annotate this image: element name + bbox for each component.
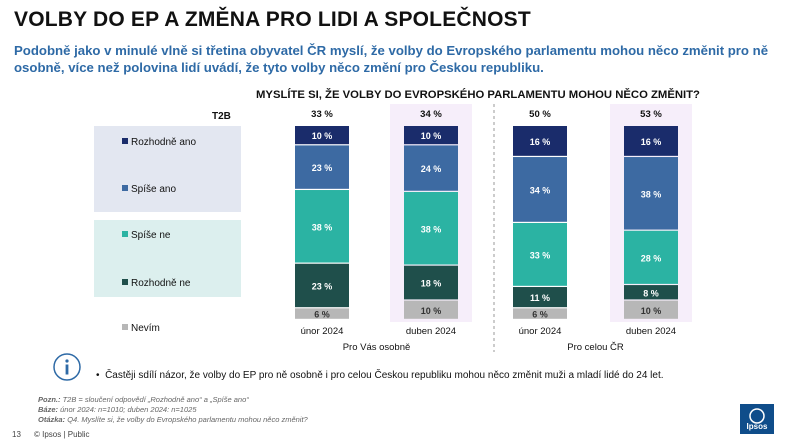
bar-segment	[624, 126, 678, 156]
bar-segment	[404, 265, 458, 300]
logo-mark-icon	[749, 408, 765, 424]
category-label: duben 2024	[406, 326, 456, 337]
note-baze: Báze: únor 2024: n=1010; duben 2024: n=1…	[38, 405, 197, 414]
bar-segment	[513, 126, 567, 156]
t2b-value: 34 %	[420, 109, 442, 120]
bar-segment	[404, 126, 458, 145]
t2b-value: 50 %	[529, 109, 551, 120]
bar-segment	[404, 300, 458, 319]
legend-swatch	[122, 185, 128, 191]
t2b-label: T2B	[212, 111, 231, 122]
category-label: únor 2024	[519, 326, 562, 337]
bullet-note: • Častěji sdílí názor, že volby do EP pr…	[96, 370, 664, 381]
group-label: Pro celou ČR	[567, 342, 624, 353]
footer-text: © Ipsos | Public	[34, 430, 90, 439]
data-label: 33 %	[530, 251, 551, 261]
subtitle: Podobně jako v minulé vlně si třetina ob…	[14, 43, 769, 75]
chart-question: MYSLÍTE SI, ŽE VOLBY DO EVROPSKÉHO PARLA…	[256, 89, 700, 101]
legend-label: Spíše ne	[131, 230, 171, 241]
t2b-value: 53 %	[640, 109, 662, 120]
data-label: 6 %	[532, 310, 548, 320]
bar-segment	[513, 157, 567, 222]
bar-segment	[295, 308, 349, 319]
bar-segment	[624, 157, 678, 230]
data-label: 38 %	[312, 222, 333, 232]
bar-segment	[295, 263, 349, 308]
category-label: únor 2024	[301, 326, 344, 337]
page-title: VOLBY DO EP A ZMĚNA PRO LIDI A SPOLEČNOS…	[14, 8, 531, 31]
bar-segment	[624, 300, 678, 319]
data-label: 6 %	[314, 310, 330, 320]
info-icon	[53, 353, 81, 381]
data-label: 24 %	[421, 164, 442, 174]
bar-segment	[404, 191, 458, 265]
logo-text: Ipsos	[746, 422, 768, 431]
legend-item-rozhodne-ne: Rozhodně ne	[122, 278, 191, 289]
bullet-text: Častěji sdílí názor, že volby do EP pro …	[105, 370, 664, 381]
data-label: 10 %	[641, 306, 662, 316]
data-label: 38 %	[421, 224, 442, 234]
data-label: 16 %	[641, 137, 662, 147]
data-label: 34 %	[530, 186, 551, 196]
legend-swatch	[122, 231, 128, 237]
legend-label: Nevím	[131, 323, 160, 334]
data-label: 23 %	[312, 163, 333, 173]
bar-segment	[513, 223, 567, 286]
legend-label: Rozhodně ano	[131, 137, 197, 148]
category-label: duben 2024	[626, 326, 676, 337]
page-number: 13	[12, 430, 21, 439]
bar-segment	[295, 126, 349, 145]
data-label: 10 %	[421, 131, 442, 141]
bar-segment	[624, 285, 678, 300]
legend-box-positive	[94, 126, 241, 212]
bar-segment	[513, 287, 567, 308]
legend-item-spise-ne: Spíše ne	[122, 230, 170, 241]
legend-label: Spíše ano	[131, 184, 177, 195]
data-label: 11 %	[530, 293, 550, 303]
bar-segment	[295, 145, 349, 189]
legend-swatch	[122, 138, 128, 144]
data-label: 23 %	[312, 282, 333, 292]
legend-box-negative	[94, 220, 241, 297]
bar-segment	[624, 230, 678, 284]
group-label: Pro Vás osobně	[343, 342, 411, 353]
data-label: 28 %	[641, 253, 662, 263]
legend-swatch	[122, 279, 128, 285]
legend-item-rozhodne-ano: Rozhodně ano	[122, 137, 196, 148]
bar-segment	[513, 308, 567, 319]
bar-segment	[404, 145, 458, 191]
data-label: 10 %	[421, 306, 442, 316]
legend-item-nevim: Nevím	[122, 323, 160, 334]
data-label: 38 %	[641, 189, 662, 199]
data-label: 18 %	[421, 279, 442, 289]
note-otazka: Otázka: Q4. Myslíte si, že volby do Evro…	[38, 415, 308, 424]
legend-label: Rozhodně ne	[131, 278, 191, 289]
note-pozn: Pozn.: T2B = sloučení odpovědí „Rozhodně…	[38, 395, 249, 404]
legend-item-spise-ano: Spíše ano	[122, 184, 176, 195]
legend-swatch	[122, 324, 128, 330]
ipsos-logo: Ipsos	[740, 404, 774, 434]
data-label: 16 %	[530, 137, 551, 147]
bar-segment	[295, 190, 349, 263]
t2b-value: 33 %	[311, 109, 333, 120]
data-label: 10 %	[312, 131, 333, 141]
footnotes: Pozn.: T2B = sloučení odpovědí „Rozhodně…	[38, 395, 308, 425]
data-label: 8 %	[643, 288, 659, 298]
